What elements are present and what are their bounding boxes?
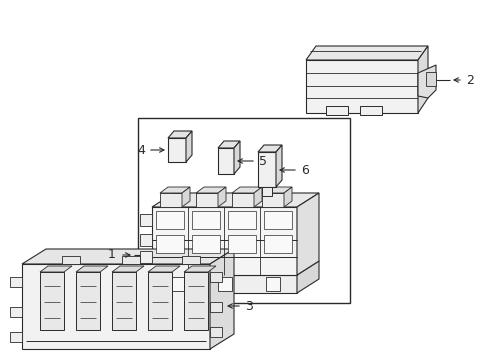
- Bar: [192, 211, 220, 229]
- Polygon shape: [152, 275, 297, 293]
- Polygon shape: [160, 187, 190, 193]
- Polygon shape: [258, 152, 276, 187]
- Polygon shape: [168, 138, 186, 162]
- Polygon shape: [234, 141, 240, 174]
- Text: 6: 6: [301, 163, 309, 176]
- Polygon shape: [297, 261, 319, 293]
- Polygon shape: [258, 145, 282, 152]
- Polygon shape: [182, 256, 200, 264]
- Polygon shape: [182, 187, 190, 207]
- Polygon shape: [232, 187, 262, 193]
- Polygon shape: [262, 187, 292, 193]
- Polygon shape: [418, 65, 436, 98]
- Text: 5: 5: [259, 154, 267, 167]
- Polygon shape: [168, 131, 192, 138]
- Polygon shape: [262, 193, 284, 207]
- Bar: [156, 235, 184, 253]
- Polygon shape: [210, 327, 222, 337]
- Polygon shape: [76, 266, 108, 272]
- Polygon shape: [276, 145, 282, 187]
- Polygon shape: [40, 266, 72, 272]
- Polygon shape: [140, 234, 152, 246]
- Polygon shape: [148, 272, 172, 330]
- Polygon shape: [112, 272, 136, 330]
- Bar: [156, 211, 184, 229]
- Polygon shape: [210, 302, 222, 312]
- Polygon shape: [210, 249, 234, 349]
- Polygon shape: [22, 249, 234, 264]
- Polygon shape: [62, 256, 80, 264]
- Polygon shape: [306, 60, 418, 113]
- Bar: [228, 211, 256, 229]
- Bar: [360, 106, 382, 115]
- Text: 4: 4: [137, 144, 145, 157]
- Polygon shape: [210, 272, 222, 282]
- Polygon shape: [160, 193, 182, 207]
- Polygon shape: [297, 193, 319, 275]
- Bar: [192, 235, 220, 253]
- Polygon shape: [218, 141, 240, 148]
- Bar: [264, 211, 292, 229]
- Bar: [266, 277, 280, 291]
- Polygon shape: [22, 264, 210, 349]
- Polygon shape: [218, 187, 226, 207]
- Polygon shape: [40, 272, 64, 330]
- Polygon shape: [186, 131, 192, 162]
- Polygon shape: [418, 46, 428, 113]
- Polygon shape: [10, 332, 22, 342]
- Polygon shape: [184, 266, 216, 272]
- Bar: [170, 277, 184, 291]
- Polygon shape: [152, 261, 319, 275]
- Polygon shape: [152, 193, 319, 207]
- Polygon shape: [284, 187, 292, 207]
- Polygon shape: [184, 272, 208, 330]
- Polygon shape: [152, 207, 297, 275]
- Polygon shape: [262, 187, 272, 196]
- Polygon shape: [112, 266, 144, 272]
- Polygon shape: [254, 187, 262, 207]
- Polygon shape: [306, 46, 428, 60]
- Polygon shape: [140, 251, 152, 263]
- Text: 1: 1: [108, 248, 116, 261]
- Bar: [218, 277, 232, 291]
- Bar: [326, 106, 348, 115]
- Polygon shape: [140, 214, 152, 226]
- Polygon shape: [148, 266, 180, 272]
- Bar: [138, 118, 350, 303]
- Polygon shape: [10, 277, 22, 287]
- Bar: [264, 235, 292, 253]
- Bar: [426, 72, 436, 86]
- Polygon shape: [232, 193, 254, 207]
- Polygon shape: [10, 307, 22, 317]
- Polygon shape: [218, 148, 234, 174]
- Polygon shape: [76, 272, 100, 330]
- Text: 2: 2: [466, 73, 474, 86]
- Polygon shape: [196, 187, 226, 193]
- Bar: [228, 235, 256, 253]
- Polygon shape: [196, 193, 218, 207]
- Polygon shape: [122, 256, 140, 264]
- Text: 3: 3: [245, 300, 253, 312]
